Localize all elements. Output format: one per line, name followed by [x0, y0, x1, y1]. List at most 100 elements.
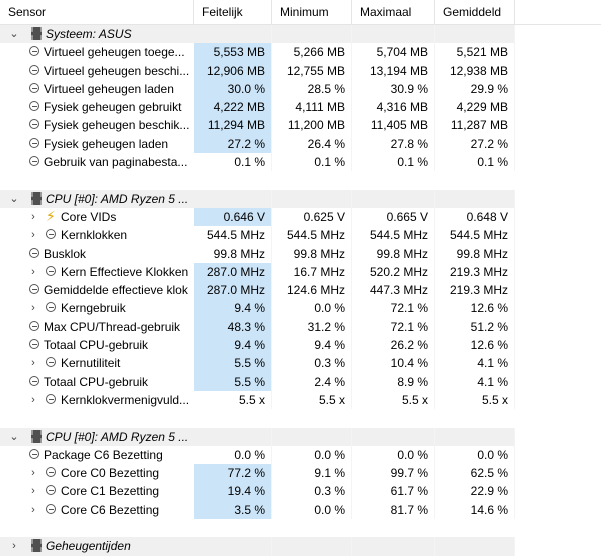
sensor-name-cell[interactable]: Gemiddelde effectieve klok: [0, 281, 194, 299]
sensor-label: Kernklokvermenigvuld...: [61, 392, 190, 407]
column-sensor[interactable]: Sensor: [0, 0, 194, 24]
sensor-name-cell[interactable]: › Core C1 Bezetting: [0, 482, 194, 500]
sensor-row[interactable]: › Kernutiliteit 5.5 % 0.3 % 10.4 % 4.1 %: [0, 354, 601, 373]
column-feitelijk[interactable]: Feitelijk: [194, 0, 272, 24]
expand-chevron-icon[interactable]: ›: [31, 302, 35, 315]
lightning-icon: ⚡: [46, 207, 56, 224]
sensor-name-cell[interactable]: › Kernutiliteit: [0, 354, 194, 372]
value-current: 12,906 MB: [194, 61, 272, 80]
sensor-name-cell[interactable]: Totaal CPU-gebruik: [0, 336, 194, 354]
sensor-name-cell[interactable]: ⌄ CPU [#0]: AMD Ryzen 5 ...: [0, 427, 194, 446]
sensor-row[interactable]: Fysiek geheugen gebruikt 4,222 MB 4,111 MB…: [0, 98, 601, 117]
value-current: 48.3 %: [194, 317, 272, 337]
value-current: 5,553 MB: [194, 43, 272, 62]
sensor-row[interactable]: › Kernklokken 544.5 MHz 544.5 MHz 544.5 MHz 5…: [0, 226, 601, 245]
column-minimum[interactable]: Minimum: [272, 0, 352, 24]
sensor-row[interactable]: Gebruik van paginabesta... 0.1 % 0.1 % 0.1 …: [0, 153, 601, 172]
clock-icon: [46, 357, 56, 368]
value-average: 0.0 %: [435, 445, 515, 465]
sensor-name-cell[interactable]: Virtueel geheugen beschi...: [0, 62, 194, 80]
sensor-name-cell[interactable]: › ⚡ Core VIDs: [0, 208, 194, 226]
expand-chevron-icon[interactable]: ›: [12, 540, 16, 553]
sensor-name-cell[interactable]: Fysiek geheugen gebruikt: [0, 98, 194, 116]
value-minimum: 9.4 %: [272, 336, 352, 355]
value-maximum: 4,316 MB: [352, 98, 435, 117]
sensor-group-row[interactable]: › Geheugentijden: [0, 537, 601, 556]
value-average: 12,938 MB: [435, 61, 515, 80]
value-current: 287.0 MHz: [194, 281, 272, 300]
sensor-row[interactable]: › ⚡ Core VIDs 0.646 V 0.625 V 0.665 V 0.648 V: [0, 207, 601, 227]
expand-chevron-icon[interactable]: ›: [31, 265, 35, 278]
sensor-row[interactable]: Totaal CPU-gebruik 5.5 % 2.4 % 8.9 % 4.1 %: [0, 372, 601, 391]
sensor-row[interactable]: Fysiek geheugen beschik... 11,294 MB 11,20…: [0, 116, 601, 135]
column-gemiddeld[interactable]: Gemiddeld: [435, 0, 515, 24]
clock-icon: [46, 467, 56, 478]
sensor-label: Max CPU/Thread-gebruik: [44, 319, 181, 334]
sensor-name-cell[interactable]: Virtueel geheugen toege...: [0, 43, 194, 61]
sensor-name-cell[interactable]: Virtueel geheugen laden: [0, 80, 194, 98]
sensor-name-cell[interactable]: Fysiek geheugen laden: [0, 135, 194, 153]
sensor-row[interactable]: Virtueel geheugen toege... 5,553 MB 5,266 …: [0, 43, 601, 62]
value-average: 14.6 %: [435, 500, 515, 520]
sensor-row[interactable]: › Kerngebruik 9.4 % 0.0 % 72.1 % 12.6 %: [0, 299, 601, 318]
expand-chevron-icon[interactable]: ›: [31, 485, 35, 498]
sensor-name-cell[interactable]: › Kerngebruik: [0, 299, 194, 317]
clock-icon: [29, 448, 39, 459]
sensor-name-cell[interactable]: ⌄ Systeem: ASUS: [0, 25, 194, 44]
sensor-row[interactable]: Max CPU/Thread-gebruik 48.3 % 31.2 % 72.1 %…: [0, 317, 601, 337]
expand-chevron-icon[interactable]: ›: [31, 210, 35, 223]
expand-chevron-icon[interactable]: ›: [31, 357, 35, 370]
sensor-name-cell[interactable]: › Core C6 Bezetting: [0, 501, 194, 519]
sensor-name-cell[interactable]: › Core C0 Bezetting: [0, 464, 194, 482]
sensor-group-row[interactable]: ⌄ CPU [#0]: AMD Ryzen 5 ...: [0, 427, 601, 446]
sensor-group-row[interactable]: ⌄ Systeem: ASUS: [0, 25, 601, 44]
sensor-name-cell[interactable]: ⌄ CPU [#0]: AMD Ryzen 5 ...: [0, 189, 194, 208]
sensor-name-cell[interactable]: › Kern Effectieve Klokken: [0, 263, 194, 281]
sensor-row[interactable]: Gemiddelde effectieve klok 287.0 MHz 124.6…: [0, 281, 601, 300]
collapse-chevron-icon[interactable]: ⌄: [9, 28, 19, 40]
sensor-row[interactable]: Virtueel geheugen beschi... 12,906 MB 12,7…: [0, 61, 601, 80]
sensor-row[interactable]: Busklok 99.8 MHz 99.8 MHz 99.8 MHz 99.8 MHz: [0, 244, 601, 263]
value-maximum: 5,704 MB: [352, 43, 435, 62]
sensor-row[interactable]: Virtueel geheugen laden 30.0 % 28.5 % 30.9 …: [0, 79, 601, 99]
expand-chevron-icon[interactable]: ›: [31, 467, 35, 480]
column-maximaal[interactable]: Maximaal: [352, 0, 435, 24]
clock-icon: [46, 302, 56, 313]
sensor-row[interactable]: Package C6 Bezetting 0.0 % 0.0 % 0.0 % 0.0 %: [0, 445, 601, 465]
sensor-row[interactable]: › Core C0 Bezetting 77.2 % 9.1 % 99.7 % 62.5 …: [0, 464, 601, 483]
value-average: 219.3 MHz: [435, 281, 515, 300]
sensor-name-cell[interactable]: Totaal CPU-gebruik: [0, 373, 194, 391]
sensor-row[interactable]: › Core C1 Bezetting 19.4 % 0.3 % 61.7 % 22.9 …: [0, 482, 601, 501]
value-maximum: 0.665 V: [352, 207, 435, 227]
collapse-chevron-icon[interactable]: ⌄: [9, 192, 19, 205]
value-average: 29.9 %: [435, 79, 515, 99]
value-maximum: 544.5 MHz: [352, 226, 435, 245]
value-minimum: 0.3 %: [272, 482, 352, 501]
sensor-name-cell[interactable]: › Kernklokken: [0, 226, 194, 244]
value-current: 3.5 %: [194, 500, 272, 520]
value-average: 0.648 V: [435, 207, 515, 227]
sensor-name-cell[interactable]: › Geheugentijden: [0, 537, 194, 556]
value-maximum: [352, 189, 435, 208]
sensor-row[interactable]: › Core C6 Bezetting 3.5 % 0.0 % 81.7 % 14.6 %: [0, 500, 601, 520]
sensor-name-cell[interactable]: Gebruik van paginabesta...: [0, 153, 194, 171]
sensor-row[interactable]: › Kern Effectieve Klokken 287.0 MHz 16.7 MH…: [0, 262, 601, 282]
sensor-row[interactable]: Fysiek geheugen laden 27.2 % 26.4 % 27.8 % 2…: [0, 134, 601, 154]
value-maximum: 81.7 %: [352, 500, 435, 520]
sensor-name-cell[interactable]: Package C6 Bezetting: [0, 446, 194, 464]
value-current: 99.8 MHz: [194, 244, 272, 263]
sensor-label: Core C1 Bezetting: [61, 484, 160, 499]
sensor-name-cell[interactable]: Busklok: [0, 245, 194, 263]
expand-chevron-icon[interactable]: ›: [31, 393, 35, 406]
value-minimum: 5,266 MB: [272, 43, 352, 62]
sensor-name-cell[interactable]: Max CPU/Thread-gebruik: [0, 318, 194, 336]
sensor-group-row[interactable]: ⌄ CPU [#0]: AMD Ryzen 5 ...: [0, 189, 601, 208]
expand-chevron-icon[interactable]: ›: [31, 503, 35, 516]
collapse-chevron-icon[interactable]: ⌄: [9, 430, 19, 443]
sensor-name-cell[interactable]: Fysiek geheugen beschik...: [0, 116, 194, 134]
expand-chevron-icon[interactable]: ›: [31, 229, 35, 242]
sensor-row[interactable]: Totaal CPU-gebruik 9.4 % 9.4 % 26.2 % 12.6 %: [0, 336, 601, 355]
sensor-name-cell[interactable]: › Kernklokvermenigvuld...: [0, 391, 194, 409]
value-maximum: 13,194 MB: [352, 61, 435, 80]
